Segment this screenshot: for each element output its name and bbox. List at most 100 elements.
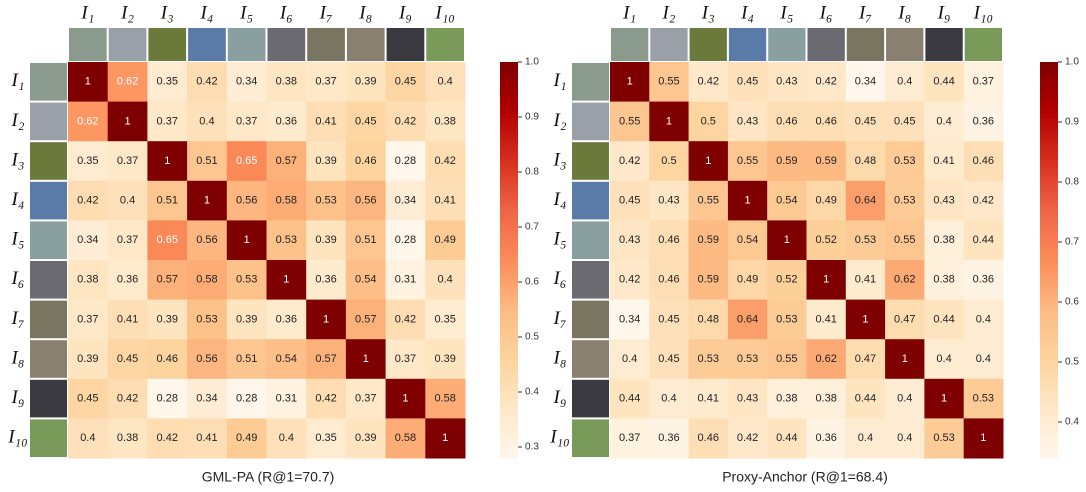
cell-label: 0.55 [698, 195, 719, 207]
colorbar-segment [1040, 224, 1058, 228]
cell-label: 0.42 [196, 76, 217, 88]
colorbar-segment [500, 236, 518, 240]
cell-label: 0.34 [77, 234, 98, 246]
colorbar-segment [1040, 236, 1058, 240]
thumbnail [30, 419, 67, 457]
colorbar-segment [1040, 209, 1058, 213]
cell-label: 0.47 [894, 313, 915, 325]
cell-label: 1 [627, 76, 633, 88]
y-tick-label: I₁ [553, 70, 567, 91]
thumbnail [572, 221, 609, 259]
cell-label: 0.62 [77, 115, 98, 127]
colorbar-segment [1040, 201, 1058, 205]
colorbar-segment [500, 125, 518, 129]
cell-label: 0.46 [973, 155, 994, 167]
cell-label: 0.65 [157, 234, 178, 246]
cell-label: 0.62 [894, 274, 915, 286]
cell-label: 0.36 [658, 432, 679, 444]
colorbar-segment [1040, 454, 1058, 458]
colorbar-segment [500, 454, 518, 458]
cell-label: 0.56 [196, 234, 217, 246]
cell-label: 0.49 [815, 195, 836, 207]
thumbnail [768, 28, 805, 61]
colorbar-segment [1040, 379, 1058, 383]
colorbar-segment [1040, 407, 1058, 411]
colorbar-segment [500, 335, 518, 339]
cell-label: 0.55 [737, 155, 758, 167]
y-tick-label: I₂ [11, 110, 25, 131]
cell-label: 0.34 [855, 76, 876, 88]
thumbnail [572, 380, 609, 418]
thumbnail [886, 28, 923, 61]
colorbar-segment [500, 434, 518, 438]
cell-label: 0.58 [434, 393, 455, 405]
cell-label: 0.55 [619, 115, 640, 127]
colorbar-segment [500, 363, 518, 367]
colorbar-segment [500, 311, 518, 315]
colorbar-segment [500, 113, 518, 117]
cell-label: 0.38 [77, 274, 98, 286]
colorbar-segment [1040, 331, 1058, 335]
colorbar-segment [1040, 296, 1058, 300]
cell-label: 0.41 [434, 195, 455, 207]
cell-label: 0.65 [236, 155, 257, 167]
colorbar-segment [1040, 137, 1058, 141]
cell-label: 0.39 [77, 353, 98, 365]
cell-label: 0.34 [395, 195, 416, 207]
colorbar-segment [1040, 367, 1058, 371]
cell-label: 0.49 [434, 234, 455, 246]
colorbar-segment [1040, 169, 1058, 173]
cell-label: 0.4 [976, 353, 991, 365]
cell-label: 0.39 [434, 353, 455, 365]
cell-label: 0.36 [815, 432, 836, 444]
colorbar-segment [1040, 375, 1058, 379]
chart-title: Proxy-Anchor (R@1=68.4) [722, 469, 888, 485]
cell-label: 0.57 [315, 353, 336, 365]
cell-label: 0.38 [933, 234, 954, 246]
colorbar-segment [1040, 288, 1058, 292]
cell-label: 0.51 [355, 234, 376, 246]
cell-label: 1 [784, 234, 790, 246]
colorbar-segment [1040, 351, 1058, 355]
colorbar-segment [1040, 343, 1058, 347]
colorbar-segment [1040, 264, 1058, 268]
colorbar-segment [500, 280, 518, 284]
cell-label: 0.45 [737, 76, 758, 88]
y-tick-label: I₄ [11, 189, 25, 210]
cell-label: 0.44 [933, 313, 954, 325]
x-tick-label: I₆ [819, 2, 833, 23]
colorbar-segment [500, 62, 518, 66]
cell-label: 0.53 [894, 155, 915, 167]
colorbar-tick-label: 0.9 [1065, 117, 1079, 128]
cell-label: 1 [823, 274, 829, 286]
cell-label: 0.58 [196, 274, 217, 286]
colorbar-segment [1040, 335, 1058, 339]
x-tick-label: I₂ [661, 2, 675, 23]
cell-label: 0.41 [196, 432, 217, 444]
colorbar-segment [1040, 173, 1058, 177]
thumbnail [572, 261, 609, 299]
cell-label: 0.4 [622, 353, 637, 365]
cell-label: 0.37 [395, 353, 416, 365]
colorbar-segment [500, 319, 518, 323]
cell-label: 1 [402, 393, 408, 405]
x-tick-label: I₄ [199, 2, 213, 23]
colorbar-segment [500, 216, 518, 220]
colorbar-segment [500, 153, 518, 157]
y-tick-label: I₁₀ [7, 427, 28, 448]
colorbar-segment [500, 450, 518, 454]
colorbar-segment [1040, 410, 1058, 414]
cell-label: 0.52 [776, 274, 797, 286]
colorbar-segment [500, 78, 518, 82]
cell-label: 0.46 [658, 234, 679, 246]
cell-label: 0.37 [77, 313, 98, 325]
colorbar-segment [1040, 284, 1058, 288]
cell-label: 0.59 [698, 274, 719, 286]
y-tick-label: I₂ [553, 110, 567, 131]
colorbar-segment [500, 110, 518, 114]
cell-label: 0.54 [776, 195, 797, 207]
colorbar-segment [1040, 113, 1058, 117]
cell-label: 0.51 [196, 155, 217, 167]
cell-label: 1 [980, 432, 986, 444]
colorbar-segment [500, 70, 518, 74]
